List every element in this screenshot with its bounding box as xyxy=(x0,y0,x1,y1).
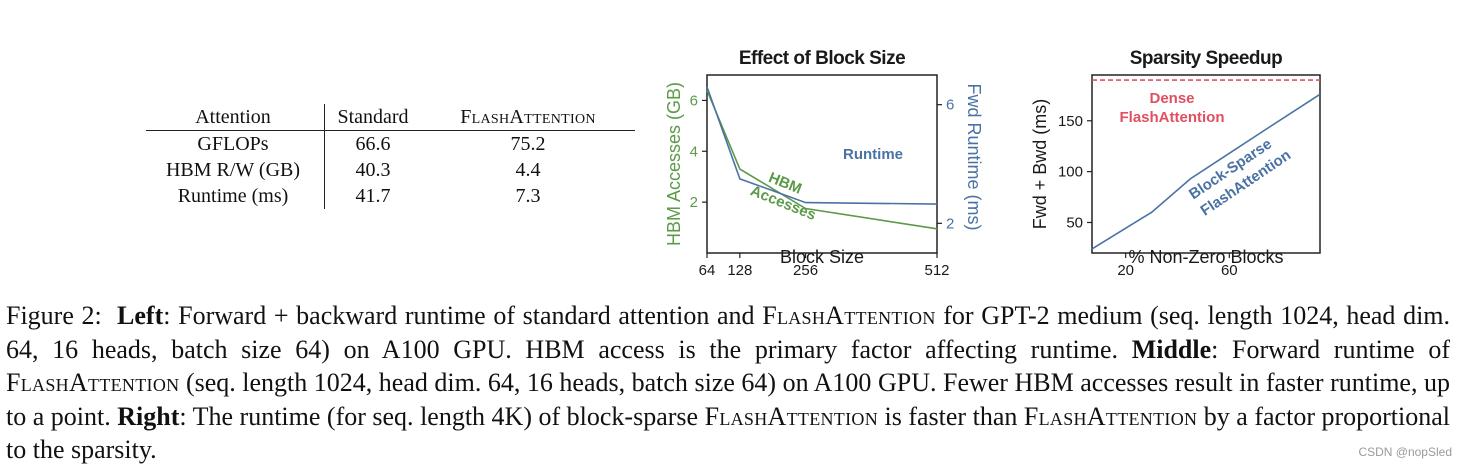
dense-label-line1: Dense xyxy=(1149,90,1194,107)
caption-left-label: Left xyxy=(117,301,164,330)
chart1-plot-frame xyxy=(706,74,938,254)
runtime-series-label: Runtime xyxy=(843,146,903,163)
caption-text: by a factor proportional to the sparsity… xyxy=(6,401,1451,465)
cell-standard: 66.6 xyxy=(324,130,421,157)
table-row: Runtime (ms) 41.7 7.3 xyxy=(146,183,635,209)
y-left-tick-label: 6 xyxy=(690,92,698,109)
x-tick-label: 256 xyxy=(793,262,818,275)
dense-label-line2: FlashAttention xyxy=(1120,109,1225,126)
caption-middle-label: Middle xyxy=(1131,334,1212,364)
caption-flashattention: FlashAttention xyxy=(1023,401,1198,431)
caption-flashattention: FlashAttention xyxy=(6,368,180,398)
chart2-ylabel: Fwd + Bwd (ms) xyxy=(1030,99,1050,230)
caption-text: for GPT-2 medium (seq. length 1024, head… xyxy=(6,301,1451,364)
y-left-tick-label: 2 xyxy=(690,194,698,211)
x-tick-label: 512 xyxy=(924,262,949,275)
runtime-line xyxy=(706,86,938,205)
x-tick-label: 64 xyxy=(699,262,716,275)
figure-caption: Figure 2: Left: Forward + backward runti… xyxy=(6,299,1450,467)
comparison-table: Attention Standard FlashAttention GFLOPs… xyxy=(146,104,635,209)
row-label: HBM R/W (GB) xyxy=(165,159,301,181)
y-tick-label: 50 xyxy=(1066,214,1083,231)
y-tick-label: 100 xyxy=(1058,164,1083,181)
cell-standard: 41.7 xyxy=(324,183,421,209)
chart2-xlabel: % Non-Zero Blocks xyxy=(1128,247,1283,267)
chart1-ylabel-left: HBM Accesses (GB) xyxy=(664,82,684,246)
chart2-title: Sparsity Speedup xyxy=(1130,48,1283,69)
table-header-row: Attention Standard FlashAttention xyxy=(146,104,635,131)
y-left-tick-label: 4 xyxy=(690,143,698,160)
chart1-ylabel-right: Fwd Runtime (ms) xyxy=(964,83,984,230)
y-right-tick-label: 6 xyxy=(946,97,954,114)
block-sparse-flashattention-line xyxy=(1091,93,1321,250)
caption-right-label: Right xyxy=(117,401,180,431)
y-right-tick-label: 2 xyxy=(946,215,954,232)
caption-flashattention: FlashAttention xyxy=(762,301,936,330)
watermark: CSDN @nopSled xyxy=(1358,445,1452,459)
block-size-chart: Effect of Block Size 64 128 256 512 2 4 6 2 6 Ru… xyxy=(664,48,984,275)
table-row: GFLOPs 66.6 75.2 xyxy=(146,130,635,157)
x-tick-label: 20 xyxy=(1117,262,1134,275)
table-row: HBM R/W (GB) 40.3 4.4 xyxy=(146,157,635,183)
cell-flashattention: 7.3 xyxy=(515,185,541,207)
chart2-plot-frame xyxy=(1091,74,1321,254)
header-standard: Standard xyxy=(324,104,421,131)
caption-text: (seq. length 1024, head dim. 64, 16 head… xyxy=(6,368,1450,431)
header-attention: Attention xyxy=(195,106,271,128)
cell-standard: 40.3 xyxy=(324,157,421,183)
header-flashattention: FlashAttention xyxy=(460,106,596,128)
row-label: Runtime (ms) xyxy=(177,185,289,207)
chart1-xlabel: Block Size xyxy=(780,247,864,267)
chart1-title: Effect of Block Size xyxy=(739,48,905,69)
caption-text: : The runtime (for seq. length 4K) of bl… xyxy=(179,401,705,431)
x-tick-label: 128 xyxy=(727,262,752,275)
row-label: GFLOPs xyxy=(197,133,269,155)
caption-text: : Forward + backward runtime of standard… xyxy=(163,301,763,330)
cell-flashattention: 75.2 xyxy=(510,133,546,155)
caption-lead: Figure 2: xyxy=(6,301,102,330)
caption-text: : Forward runtime of xyxy=(1211,334,1450,364)
y-tick-label: 150 xyxy=(1058,113,1083,130)
cell-flashattention: 4.4 xyxy=(515,159,541,181)
caption-text: is faster than xyxy=(878,401,1024,431)
sparsity-speedup-chart: Sparsity Speedup 20 60 50 100 150 Dense Flas… xyxy=(1030,48,1321,275)
caption-flashattention: FlashAttention xyxy=(704,401,878,431)
x-tick-label: 60 xyxy=(1221,262,1238,275)
hbm-accesses-line xyxy=(706,89,938,230)
